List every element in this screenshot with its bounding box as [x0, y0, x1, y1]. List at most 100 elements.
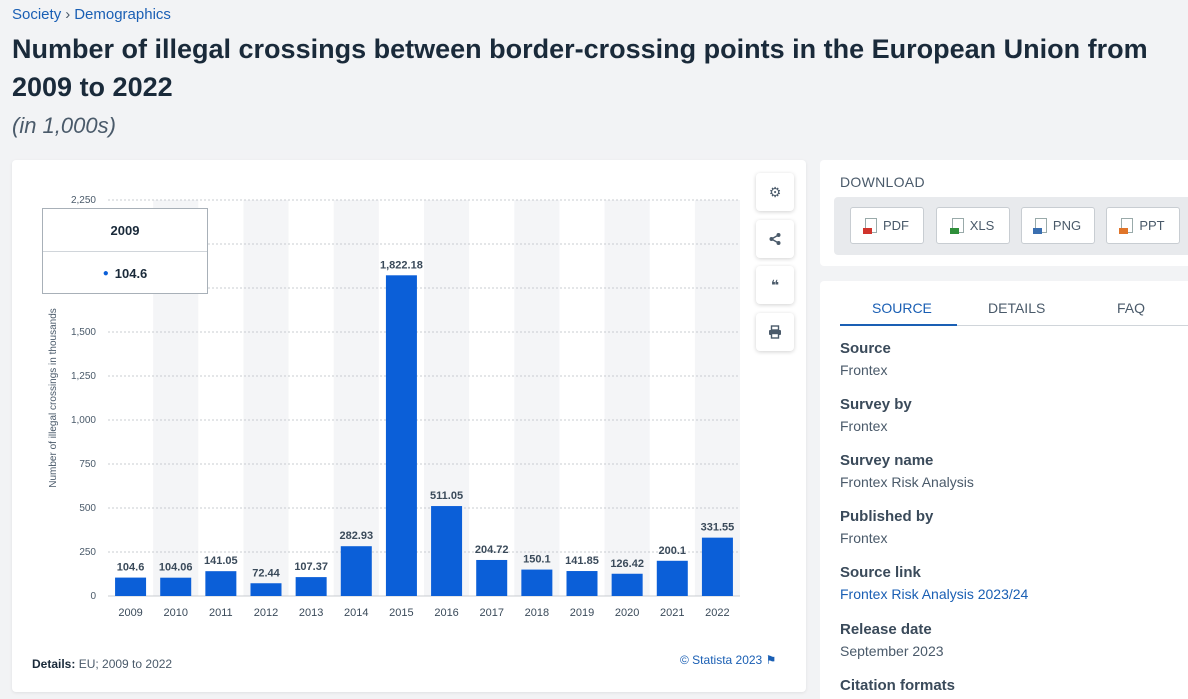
tooltip-body: ● 104.6: [43, 252, 207, 294]
bar-2009: [115, 577, 147, 596]
tooltip-year: 2009: [43, 209, 207, 252]
info-published-by: Published by Frontex: [840, 508, 933, 546]
active-tab-underline: [840, 324, 957, 326]
breadcrumb-separator: ›: [65, 6, 71, 23]
bar-2017: [476, 559, 508, 596]
bar-2012: [250, 583, 282, 596]
x-tick-label-2014: 2014: [344, 607, 368, 619]
data-label-2020: 126.42: [610, 558, 644, 570]
bar-2015: [385, 275, 417, 596]
print-icon: [769, 325, 781, 339]
tooltip-value: 104.6: [114, 265, 148, 281]
info-survey-by: Survey by Frontex: [840, 396, 912, 434]
chart-details: Details: EU; 2009 to 2022: [32, 657, 172, 671]
x-tick-label-2017: 2017: [479, 607, 503, 619]
info-label: Survey name: [840, 452, 934, 469]
download-xls-button[interactable]: XLS: [936, 207, 1010, 244]
y-tick-label: 750: [79, 459, 96, 470]
info-label: Release date: [840, 621, 932, 638]
breadcrumb-demographics[interactable]: Demographics: [74, 6, 171, 23]
x-tick-label-2019: 2019: [570, 607, 594, 619]
page-subtitle: (in 1,000s): [12, 113, 116, 138]
y-tick-label: 1,250: [71, 371, 96, 382]
ppt-file-icon: [1119, 218, 1134, 234]
y-tick-label: 2,250: [71, 195, 96, 206]
column-band: [604, 200, 650, 596]
info-label: Source link: [840, 564, 921, 581]
data-label-2015: 1,822.18: [380, 259, 423, 271]
info-value: Frontex: [840, 530, 888, 546]
data-label-2018: 150.1: [523, 554, 551, 566]
info-value: Frontex: [840, 418, 888, 434]
download-pdf-button[interactable]: PDF: [850, 207, 924, 244]
details-text: EU; 2009 to 2022: [75, 657, 173, 671]
data-label-2016: 511.05: [430, 490, 463, 502]
page-title: Number of illegal crossings between bord…: [12, 34, 1148, 102]
xls-file-icon: [949, 218, 964, 234]
info-label: Source: [840, 340, 891, 357]
y-tick-label: 250: [79, 547, 96, 558]
data-label-2009: 104.6: [117, 562, 145, 574]
y-tick-label: 0: [90, 591, 96, 602]
tab-faq[interactable]: FAQ: [1117, 300, 1146, 316]
info-label: Citation formats: [840, 677, 956, 694]
x-tick-label-2018: 2018: [525, 607, 549, 619]
download-ppt-button[interactable]: PPT: [1106, 207, 1180, 244]
info-value: Frontex: [840, 362, 888, 378]
bar-2014: [340, 546, 372, 596]
bar-2010: [160, 577, 192, 596]
breadcrumb-society[interactable]: Society: [12, 6, 62, 23]
cite-button[interactable]: ❝: [756, 266, 794, 304]
download-png-button[interactable]: PNG: [1021, 207, 1095, 244]
y-tick-label: 1,000: [71, 415, 96, 426]
statista-copyright[interactable]: © Statista 2023 ⚑: [680, 653, 776, 667]
info-source: Source Frontex: [840, 340, 891, 378]
download-title: DOWNLOAD: [840, 174, 925, 190]
bar-2013: [295, 577, 327, 596]
x-tick-label-2015: 2015: [389, 607, 413, 619]
x-tick-label-2009: 2009: [118, 607, 142, 619]
tooltip-dot-icon: ●: [102, 267, 109, 279]
pdf-file-icon: [863, 218, 877, 234]
settings-button[interactable]: ⚙: [756, 173, 794, 211]
x-tick-label-2016: 2016: [434, 607, 458, 619]
data-label-2021: 200.1: [659, 545, 687, 557]
print-button[interactable]: [756, 313, 794, 351]
download-png-label: PNG: [1052, 218, 1082, 233]
source-tabs: SOURCE DETAILS FAQ: [840, 281, 1188, 326]
x-tick-label-2012: 2012: [254, 607, 278, 619]
breadcrumb: Society › Demographics: [12, 6, 171, 23]
column-band: [514, 200, 560, 596]
bar-chart: 02505007501,0001,2501,5001,7502,0002,250…: [48, 195, 740, 619]
data-label-2014: 282.93: [339, 530, 373, 542]
y-axis-label: Number of illegal crossings in thousands: [48, 308, 59, 488]
data-label-2013: 107.37: [294, 561, 328, 573]
bar-2022: [701, 537, 733, 596]
info-value: September 2023: [840, 643, 944, 659]
y-tick-label: 1,500: [71, 327, 96, 338]
details-label: Details:: [32, 657, 76, 671]
source-card: SOURCE DETAILS FAQ Source Frontex Survey…: [820, 281, 1188, 699]
flag-icon: ⚑: [765, 653, 777, 667]
info-label: Survey by: [840, 396, 912, 413]
share-icon: [769, 233, 781, 245]
bar-2011: [205, 571, 237, 596]
download-card: DOWNLOAD PDF XLS PNG PPT: [820, 160, 1188, 266]
x-tick-label-2020: 2020: [615, 607, 639, 619]
info-value: Frontex Risk Analysis: [840, 474, 974, 490]
tab-details[interactable]: DETAILS: [988, 300, 1046, 316]
chart-card: 02505007501,0001,2501,5001,7502,0002,250…: [12, 160, 806, 692]
download-ppt-label: PPT: [1139, 218, 1165, 233]
x-tick-label-2021: 2021: [660, 607, 684, 619]
x-tick-label-2011: 2011: [209, 607, 233, 619]
info-citation-formats: Citation formats: [840, 677, 955, 694]
download-xls-label: XLS: [969, 218, 995, 233]
bar-2020: [611, 573, 643, 596]
bar-2018: [521, 569, 553, 596]
x-tick-label-2022: 2022: [705, 607, 729, 619]
column-band: [243, 200, 289, 596]
x-tick-label-2013: 2013: [299, 607, 323, 619]
tab-source[interactable]: SOURCE: [872, 300, 932, 316]
source-link[interactable]: Frontex Risk Analysis 2023/24: [840, 586, 1029, 602]
share-button[interactable]: [756, 220, 794, 258]
